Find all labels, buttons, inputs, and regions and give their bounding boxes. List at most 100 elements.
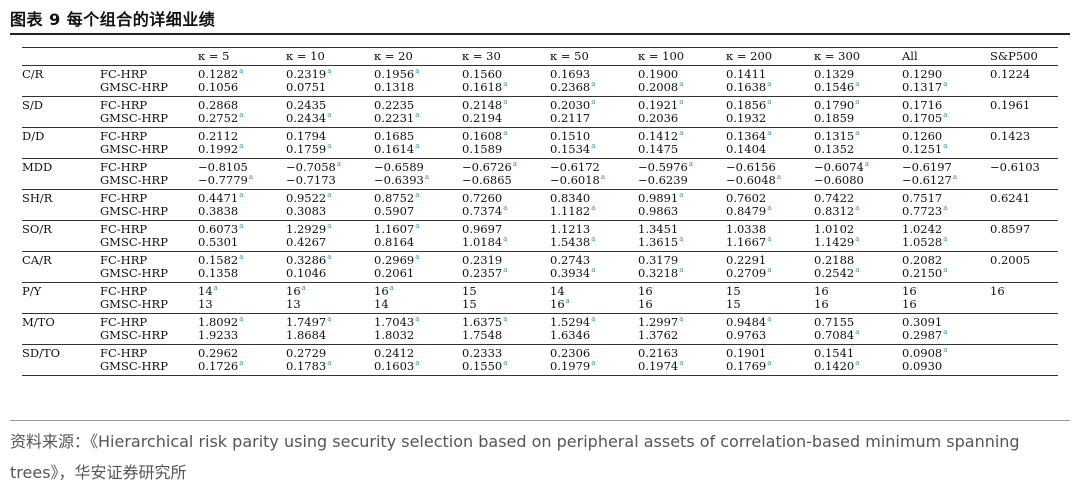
value-cell: −0.6074a [814,159,902,175]
header-col: All [902,47,990,66]
value-text: 0.1318 [374,80,415,94]
data-cell: 0.1329 0.1546a [814,65,902,97]
value-cell: 1.1607a [374,222,462,237]
value-cell: 0.1315a [814,128,902,144]
data-cell: 1.1213 1.5438a [550,220,638,252]
value-cell: 14 [374,297,462,312]
value-text: 0.1317 [902,80,943,94]
significance-marker: a [327,252,332,261]
value-text: 15 [462,283,477,298]
significance-marker: a [591,235,596,243]
value-text: 0.1329 [814,66,855,81]
value-text: −0.6239 [638,173,688,187]
significance-marker: a [855,97,860,106]
value-text: 1.0338 [726,221,767,236]
significance-marker: a [503,97,508,106]
value-text: 0.2368 [550,80,591,94]
value-cell: 0.8164 [374,235,462,250]
value-text: 0.2743 [550,252,591,267]
significance-marker: a [679,80,684,88]
value-text: 1.1429 [814,235,855,249]
significance-marker: a [864,159,870,168]
sp500-cell: 0.6241 [990,189,1058,221]
value-cell: 1.6346 [550,328,638,343]
data-cell: 0.1901 0.1769a [726,344,814,376]
value-text: 0.1315 [814,128,855,143]
significance-marker: a [415,66,420,75]
significance-marker: a [679,190,684,199]
value-text: −0.6080 [814,173,864,187]
data-cell: 0.1411 0.1638a [726,65,814,97]
header-col: κ = 5 [198,47,286,66]
data-cell: 1.2929a 0.4267 [286,220,374,252]
value-cell: 0.1856a [726,98,814,113]
value-text: 0.1859 [814,111,855,125]
significance-marker: a [855,235,860,243]
data-cell: 1.7043a 1.8032 [374,313,462,345]
metric-label: M/TO [22,313,100,345]
value-cell: 0.1992a [198,142,286,157]
value-cell: 16 [638,297,726,312]
value-cell: −0.6172 [550,159,638,175]
method-labels: FC-HRP GMSC-HRP [100,96,198,128]
value-text: 0.1901 [726,345,767,360]
value-cell: 1.0528a [902,235,990,250]
sp500-cell: 0.1224 [990,65,1058,97]
value-cell: 13 [286,297,374,312]
value-text: 0.2962 [198,345,239,360]
significance-marker: a [415,359,420,367]
value-text: −0.6172 [550,159,600,174]
value-text: 0.3286 [286,252,327,267]
method-labels: FC-HRP GMSC-HRP [100,313,198,345]
method-label: FC-HRP [100,221,148,236]
value-text: 0.1979 [550,359,591,373]
significance-marker: a [327,66,332,75]
significance-marker: a [943,142,948,150]
value-text: 0.2231 [374,111,415,125]
value-text: 0.3091 [902,314,943,329]
value-cell: 1.9233 [198,328,286,343]
significance-marker: a [239,111,244,119]
value-text: 1.2997 [638,314,679,329]
value-cell: −0.6865 [462,173,550,188]
value-text: 0.1992 [198,142,239,156]
data-cell: 0.1541 0.1420a [814,344,902,376]
value-text: 0.1546 [814,80,855,94]
value-cell: 1.1213 [550,222,638,237]
value-cell: −0.6018a [550,173,638,188]
significance-marker: a [415,190,420,199]
value-text: 0.2987 [902,328,943,342]
value-text: 0.4267 [286,235,327,249]
value-cell: 0.8752a [374,190,462,206]
data-cell: 0.8752a 0.5907 [374,189,462,221]
significance-marker: a [943,111,948,119]
data-cell: 16 16 [902,282,990,314]
significance-marker: a [679,235,684,243]
significance-marker: a [239,314,244,323]
value-cell: 0.2030a [550,98,638,113]
value-cell: 0.8312a [814,204,902,219]
sp500-cell: 0.1423 [990,127,1058,159]
value-cell: 1.3762 [638,328,726,343]
value-text: 1.2929 [286,221,327,236]
value-cell: 0.1550a [462,359,550,374]
data-cell: 16 16 [814,282,902,314]
value-cell: 0.1404 [726,142,814,157]
significance-marker: a [248,173,254,181]
data-cell: 0.1685 0.1614a [374,127,462,159]
value-text: 0.7260 [462,190,503,205]
value-text: 1.0242 [902,221,943,236]
value-cell: 0.1412a [638,129,726,144]
value-text: 0.1534 [550,142,591,156]
data-cell: 0.3179 0.3218a [638,251,726,283]
value-cell: 0.7602 [726,191,814,206]
header-col: κ = 10 [286,47,374,66]
value-cell: 0.2709a [726,266,814,281]
value-text: 0.2148 [462,97,503,112]
value-text: 0.3838 [198,204,239,218]
table-row: S/D FC-HRP GMSC-HRP 0.2868 0.2752a 0.2435 0.24… [22,96,1058,128]
significance-marker: a [503,235,508,243]
value-cell: 0.7517 [902,191,990,206]
value-text: 0.7723 [902,204,943,218]
value-text: −0.6865 [462,173,512,187]
